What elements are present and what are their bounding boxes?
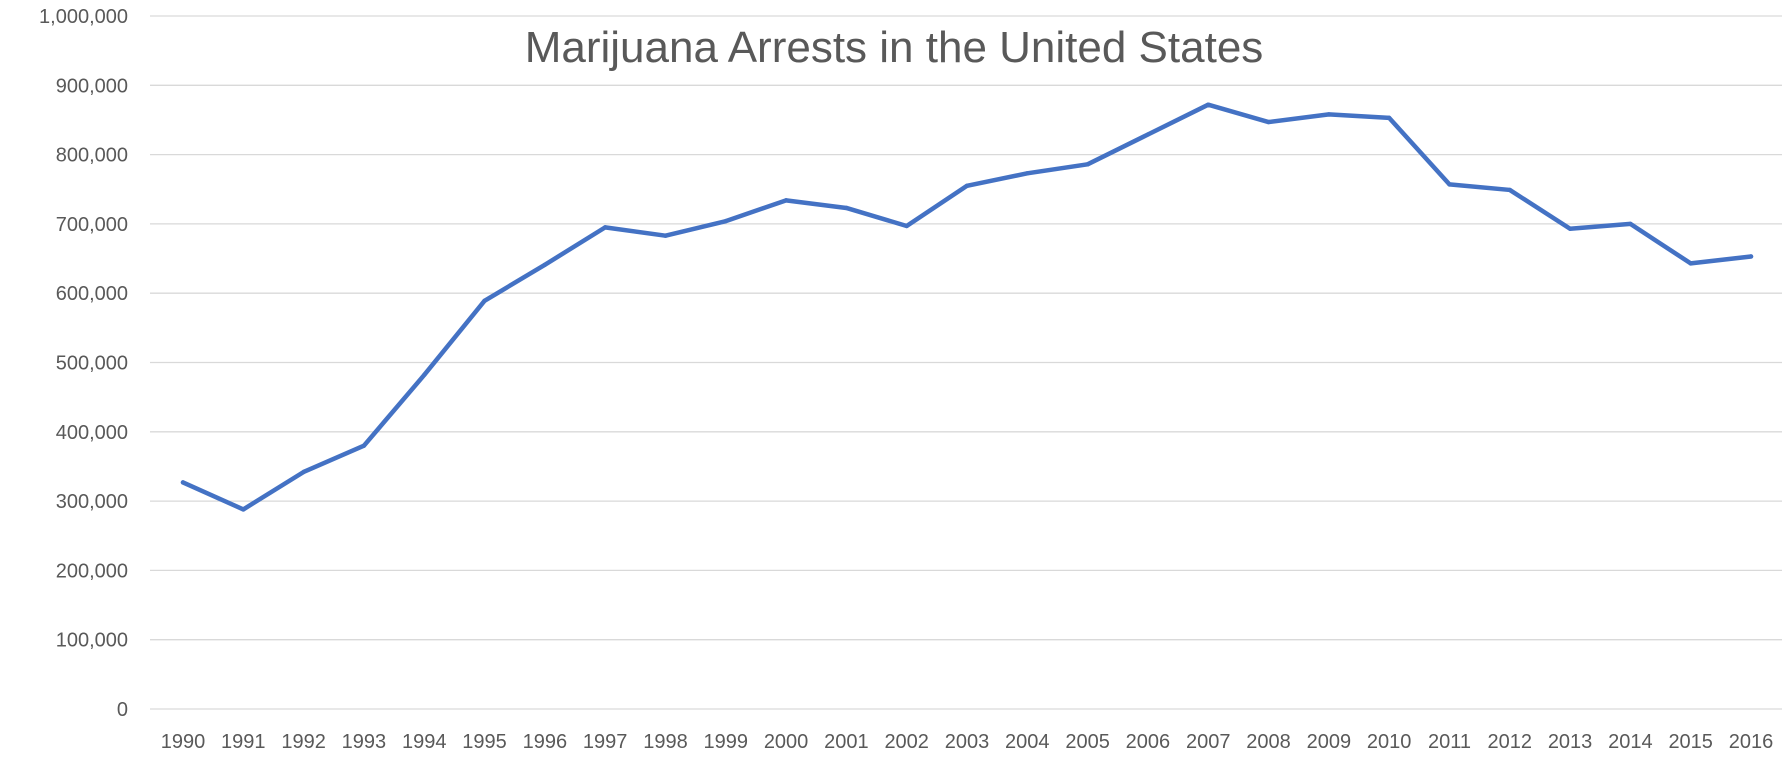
x-tick-label: 2013	[1548, 731, 1593, 753]
x-tick-label: 2015	[1668, 731, 1713, 753]
x-tick-label: 2000	[764, 731, 809, 753]
data-point-2013	[1567, 226, 1573, 231]
x-tick-label: 2016	[1729, 731, 1774, 753]
x-tick-label: 2011	[1428, 731, 1471, 753]
data-point-2003	[964, 183, 970, 188]
data-point-1991	[241, 507, 246, 512]
x-axis-tick-labels: 1990 1991 1992 1993 1994 1995 1996 1997 1998 1999…	[161, 731, 1774, 753]
x-tick-label: 1998	[643, 731, 688, 753]
x-tick-label: 1990	[161, 731, 206, 753]
x-tick-label: 1995	[462, 731, 507, 753]
data-point-2011	[1447, 182, 1452, 187]
x-tick-label: 1993	[342, 731, 387, 753]
x-tick-label: 1994	[402, 731, 447, 753]
y-tick-label: 300,000	[56, 491, 128, 513]
y-tick-label: 100,000	[56, 630, 128, 652]
data-point-2015	[1688, 261, 1693, 266]
y-tick-label: 500,000	[56, 353, 128, 375]
series-layer	[180, 102, 1754, 512]
y-tick-label: 700,000	[56, 214, 128, 236]
data-point-2010	[1386, 115, 1392, 121]
data-point-2012	[1507, 187, 1512, 193]
data-point-2016	[1748, 254, 1754, 259]
gridlines	[150, 15, 1782, 710]
data-point-2005	[1085, 162, 1090, 167]
x-tick-label: 1997	[583, 731, 628, 753]
data-point-2008	[1266, 119, 1271, 125]
data-point-1995	[482, 298, 487, 304]
x-tick-label: 2009	[1307, 731, 1352, 753]
x-tick-label: 2001	[824, 731, 869, 753]
x-tick-label: 2006	[1126, 731, 1171, 753]
y-tick-label: 600,000	[56, 283, 128, 305]
data-point-2007	[1206, 102, 1211, 107]
data-point-1997	[602, 225, 608, 230]
data-point-2004	[1025, 171, 1030, 176]
data-point-1992	[301, 469, 306, 475]
data-point-2001	[844, 205, 849, 211]
y-tick-label: 400,000	[56, 422, 128, 444]
x-tick-label: 1992	[281, 731, 326, 753]
x-tick-label: 1991	[221, 731, 266, 753]
y-tick-label: 900,000	[56, 75, 128, 97]
x-tick-label: 2008	[1246, 731, 1291, 753]
series-line	[180, 102, 1754, 512]
data-point-2014	[1628, 221, 1633, 227]
x-tick-label: 2005	[1065, 731, 1110, 753]
data-point-1994	[422, 372, 427, 378]
y-tick-label: 200,000	[56, 560, 128, 582]
x-tick-label: 2012	[1488, 731, 1533, 753]
y-tick-label: 0	[117, 699, 128, 721]
x-tick-label: 2004	[1005, 731, 1050, 753]
data-point-2000	[783, 198, 789, 203]
data-point-1996	[542, 262, 548, 267]
y-tick-label: 800,000	[56, 145, 128, 167]
data-point-1998	[663, 233, 668, 238]
x-tick-label: 2002	[884, 731, 929, 753]
x-tick-label: 1996	[523, 731, 568, 753]
chart-title: Marijuana Arrests in the United States	[525, 23, 1264, 72]
data-point-1990	[180, 480, 186, 485]
x-tick-label: 2010	[1367, 731, 1412, 753]
x-tick-label: 2003	[945, 731, 990, 753]
x-tick-label: 2014	[1608, 731, 1653, 753]
y-axis-tick-labels: 0 100,000 200,000 300,000 400,000 500,000 600,…	[39, 6, 128, 721]
x-tick-label: 1999	[704, 731, 749, 753]
data-point-2009	[1326, 112, 1332, 117]
y-tick-label: 1,000,000	[39, 6, 128, 28]
x-tick-label: 2007	[1186, 731, 1231, 753]
data-point-2002	[904, 223, 909, 229]
data-point-1993	[361, 443, 367, 448]
data-point-1999	[723, 218, 728, 224]
data-point-2006	[1145, 132, 1151, 137]
